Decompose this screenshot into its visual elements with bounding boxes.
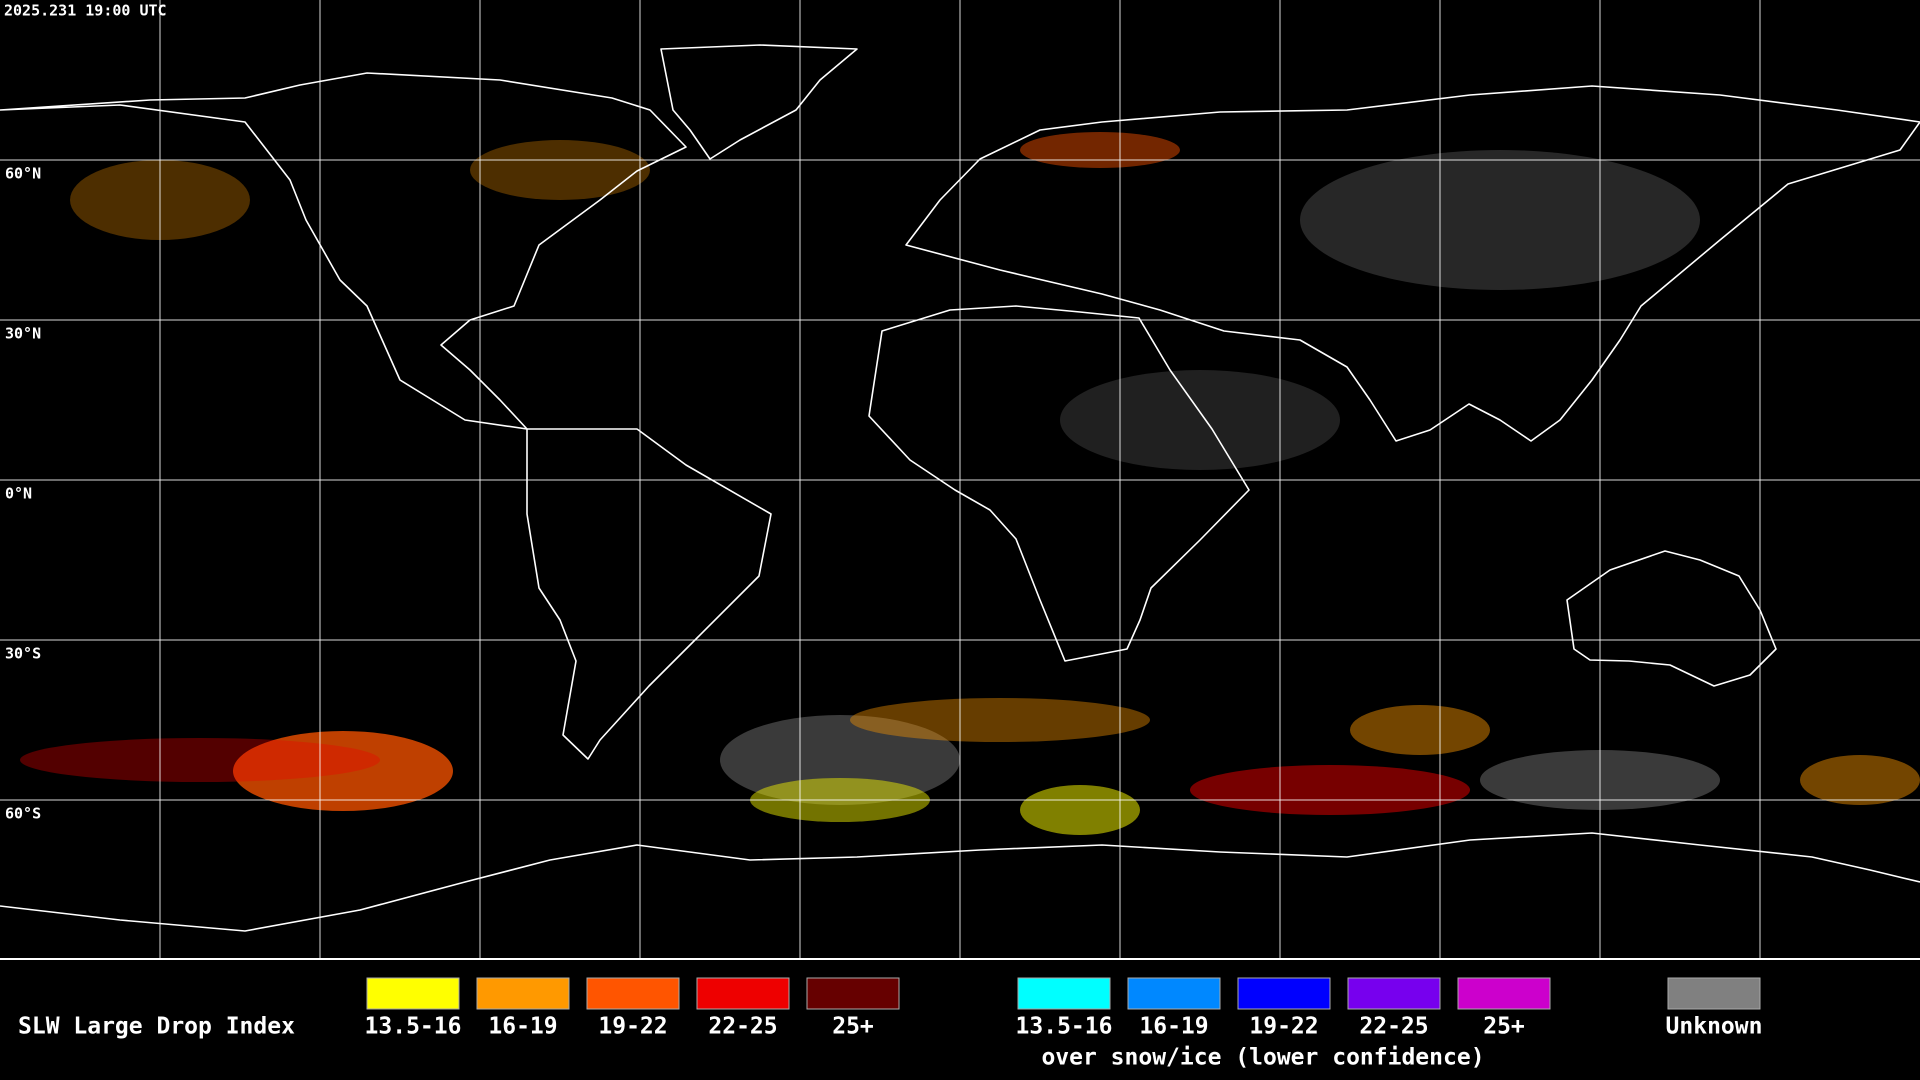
legend-caption: over snow/ice (lower confidence) <box>1041 1045 1484 1071</box>
legend-swatch <box>586 977 680 1010</box>
legend-label: 13.5-16 <box>365 1014 462 1040</box>
cloud-patch <box>1190 765 1470 815</box>
cloud-patch <box>1800 755 1920 805</box>
legend-swatch <box>1127 977 1221 1010</box>
legend-label: 25+ <box>1483 1014 1525 1040</box>
cloud-patch <box>850 698 1150 742</box>
antarctica <box>0 832 1920 932</box>
lat-label: 0°N <box>5 485 32 503</box>
legend-swatch <box>366 977 460 1010</box>
legend-label: 16-19 <box>488 1014 557 1040</box>
eurasia <box>905 85 1920 442</box>
cloud-patch <box>1060 370 1340 470</box>
australia <box>1566 550 1777 687</box>
map-border <box>0 958 1920 960</box>
legend-label: 13.5-16 <box>1016 1014 1113 1040</box>
legend-label: 22-25 <box>708 1014 777 1040</box>
legend-swatch <box>806 977 900 1010</box>
africa <box>868 305 1250 662</box>
legend-label: 19-22 <box>598 1014 667 1040</box>
cloud-patch <box>20 738 380 782</box>
lat-label: 30°S <box>5 645 41 663</box>
graticule <box>0 0 1920 958</box>
cloud-patch <box>1020 785 1140 835</box>
legend-swatch <box>1237 977 1331 1010</box>
lat-label: 30°N <box>5 325 41 343</box>
legend-label: 25+ <box>832 1014 874 1040</box>
legend-swatch <box>1667 977 1761 1010</box>
legend-swatch <box>1017 977 1111 1010</box>
lat-label: 60°S <box>5 805 41 823</box>
greenland <box>660 44 858 160</box>
legend-label: 16-19 <box>1139 1014 1208 1040</box>
legend-label: Unknown <box>1666 1014 1763 1040</box>
cloud-patch <box>1020 132 1180 168</box>
cloud-patch <box>1350 705 1490 755</box>
legend-swatch <box>476 977 570 1010</box>
legend-swatch <box>1347 977 1441 1010</box>
cloud-patch <box>1300 150 1700 290</box>
legend-label: 22-25 <box>1359 1014 1428 1040</box>
south-america <box>526 428 772 760</box>
legend-swatch <box>1457 977 1551 1010</box>
cloud-patch <box>233 731 453 811</box>
legend-label: 19-22 <box>1249 1014 1318 1040</box>
cloud-patch <box>470 140 650 200</box>
lat-label: 60°N <box>5 165 41 183</box>
cloud-patch <box>720 715 960 805</box>
timestamp: 2025.231 19:00 UTC <box>4 2 167 20</box>
legend-swatch <box>696 977 790 1010</box>
legend-title: SLW Large Drop Index <box>18 1014 295 1040</box>
